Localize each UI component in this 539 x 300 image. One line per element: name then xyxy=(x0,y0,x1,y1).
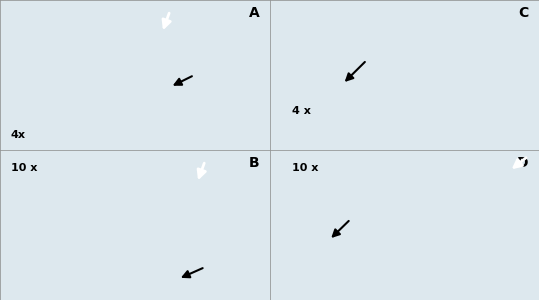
Text: 4x: 4x xyxy=(11,130,26,140)
Text: 4 x: 4 x xyxy=(292,106,310,116)
Text: B: B xyxy=(248,156,259,170)
Text: C: C xyxy=(518,6,528,20)
Text: D: D xyxy=(517,156,528,170)
Text: 10 x: 10 x xyxy=(292,163,318,173)
Text: A: A xyxy=(248,6,259,20)
Text: 10 x: 10 x xyxy=(11,163,37,173)
